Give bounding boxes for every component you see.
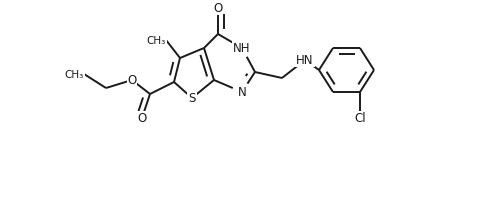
Text: O: O: [137, 112, 147, 125]
Text: Cl: Cl: [354, 112, 366, 125]
Text: N: N: [238, 86, 247, 99]
Text: HN: HN: [296, 54, 314, 67]
Text: O: O: [127, 74, 137, 87]
Text: NH: NH: [233, 42, 251, 55]
Text: CH₃: CH₃: [65, 70, 84, 80]
Text: O: O: [213, 2, 223, 15]
Text: CH₃: CH₃: [147, 36, 166, 46]
Text: S: S: [188, 92, 196, 105]
